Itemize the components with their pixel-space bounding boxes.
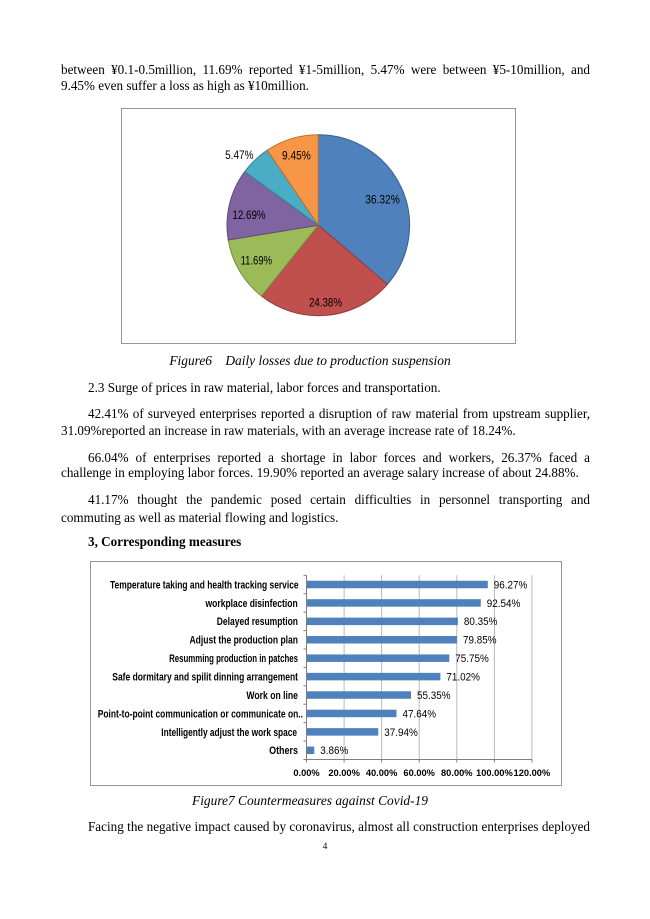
svg-text:37.94%: 37.94% (384, 727, 418, 739)
svg-text:40.00%: 40.00% (366, 768, 398, 778)
svg-text:Point-to-point communication o: Point-to-point communication or communic… (98, 708, 303, 720)
svg-text:75.75%: 75.75% (455, 653, 489, 665)
svg-text:55.35%: 55.35% (417, 690, 451, 702)
svg-text:92.54%: 92.54% (487, 598, 521, 610)
svg-text:3.86%: 3.86% (320, 745, 348, 757)
svg-text:Intelligently adjust the work: Intelligently adjust the work space (161, 727, 297, 739)
svg-text:Safe dormitary and spilit dinn: Safe dormitary and spilit dinning arrang… (112, 672, 298, 684)
svg-text:79.85%: 79.85% (463, 635, 497, 647)
svg-text:20.00%: 20.00% (328, 768, 360, 778)
svg-text:Others: Others (269, 745, 298, 757)
svg-text:24.38%: 24.38% (309, 296, 342, 310)
svg-text:100.00%: 100.00% (476, 768, 513, 778)
svg-text:60.00%: 60.00% (403, 768, 435, 778)
svg-text:Temperature taking and health: Temperature taking and health tracking s… (110, 579, 299, 591)
svg-text:Resumming production in patche: Resumming production in patches (169, 653, 298, 665)
svg-text:workplace disinfection: workplace disinfection (205, 598, 298, 610)
svg-text:36.32%: 36.32% (365, 192, 400, 206)
svg-text:5.47%: 5.47% (225, 148, 254, 162)
svg-text:12.69%: 12.69% (232, 208, 265, 222)
svg-text:Delayed resumption: Delayed resumption (217, 616, 298, 628)
svg-text:Work on line: Work on line (246, 690, 298, 702)
svg-text:80.35%: 80.35% (464, 616, 498, 628)
svg-text:11.69%: 11.69% (241, 254, 273, 268)
svg-text:120.00%: 120.00% (514, 768, 551, 778)
svg-text:47.64%: 47.64% (403, 708, 437, 720)
svg-text:80.00%: 80.00% (441, 768, 473, 778)
svg-text:71.02%: 71.02% (446, 672, 480, 684)
svg-text:0.00%: 0.00% (293, 768, 320, 778)
svg-text:Adjust the production plan: Adjust the production plan (190, 635, 299, 647)
svg-text:96.27%: 96.27% (494, 579, 528, 591)
svg-text:9.45%: 9.45% (282, 149, 311, 163)
